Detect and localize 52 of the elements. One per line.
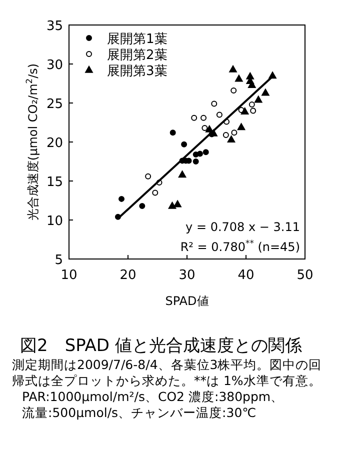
- point: [145, 173, 152, 180]
- point: [139, 202, 146, 209]
- point: [174, 200, 182, 208]
- point: [206, 125, 214, 132]
- point: [211, 100, 218, 107]
- legend-label: 展開第3葉: [107, 64, 168, 79]
- point: [216, 112, 222, 118]
- point: [237, 123, 246, 130]
- point: [250, 108, 256, 114]
- point: [262, 88, 270, 96]
- point: [118, 196, 125, 202]
- point: [168, 202, 176, 209]
- point: [114, 214, 121, 220]
- point: [200, 114, 207, 121]
- point: [222, 132, 229, 138]
- annotation: y = 0.708 x − 3.11: [186, 220, 300, 234]
- text: 流量:500μmol/s、チャンバー温度:30℃: [22, 405, 258, 421]
- point: [227, 136, 236, 143]
- legend-label: 展開第2葉: [107, 48, 168, 63]
- annotation: R² = 0.780$^{**}$ (n=45): [180, 238, 300, 254]
- point: [240, 107, 249, 114]
- y-tick-label: 10: [46, 214, 63, 229]
- text: 測定期間は2009/7/6-8/4、各葉位3株平均。図中の回帰式は全プロットから求めた。**は 1%水準で有意。: [12, 357, 323, 389]
- y-tick-label: 5: [54, 253, 63, 268]
- point: [202, 149, 209, 156]
- point: [231, 130, 238, 136]
- y-tick-label: 35: [46, 19, 63, 34]
- text: 図2 SPAD 値と光合成速度との関係: [20, 336, 303, 356]
- point: [248, 102, 255, 108]
- x-tick-label: 10: [60, 268, 78, 283]
- x-tick-label: 40: [238, 268, 254, 283]
- point: [191, 114, 198, 121]
- y-tick-label: 20: [46, 136, 63, 151]
- legend-label: 展開第1葉: [107, 32, 168, 47]
- point: [181, 141, 188, 148]
- point: [230, 88, 237, 94]
- point: [192, 158, 199, 164]
- y-tick-label: 15: [46, 175, 63, 190]
- point: [178, 170, 186, 178]
- y-tick-label: 25: [46, 97, 63, 112]
- point: [170, 130, 176, 136]
- point: [235, 74, 243, 82]
- point: [152, 190, 158, 196]
- y-tick-label: 30: [46, 58, 63, 73]
- point: [229, 65, 237, 72]
- x-tick-label: 20: [120, 268, 136, 283]
- x-axis-title: SPAD値: [165, 294, 209, 308]
- point: [202, 124, 208, 131]
- text: PAR:1000μmol/m²/s、CO2 濃度:380ppm、: [22, 389, 285, 405]
- point: [254, 96, 262, 103]
- x-tick-label: 50: [296, 268, 314, 283]
- x-tick-label: 30: [178, 268, 196, 283]
